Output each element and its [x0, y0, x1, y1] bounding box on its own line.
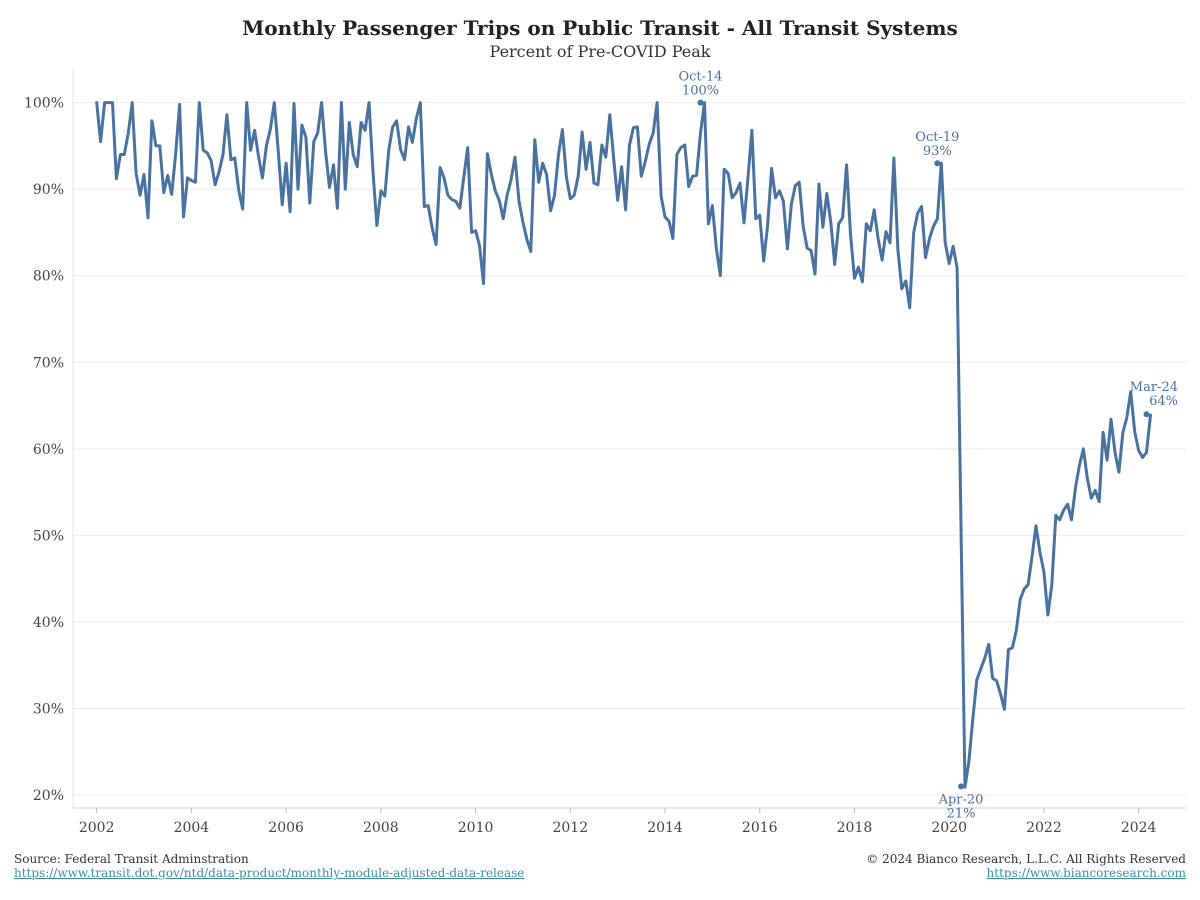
- annotation-value-label: 21%: [947, 806, 976, 821]
- y-tick-label: 70%: [33, 355, 64, 371]
- annotation-value-label: 93%: [923, 144, 952, 159]
- annotation-value-label: 100%: [682, 84, 719, 99]
- x-tick-label: 2008: [363, 820, 399, 836]
- x-tick-label: 2014: [647, 820, 683, 836]
- y-axis-ticks: 20% 30% 40% 50% 60% 70% 80% 90% 100%: [24, 96, 64, 804]
- series-layer: [95, 101, 1152, 789]
- x-tick-label: 2002: [79, 820, 115, 836]
- series-line: [95, 101, 1152, 789]
- x-tick-label: 2010: [458, 820, 494, 836]
- x-tick-label: 2024: [1121, 820, 1157, 836]
- x-tick-label: 2018: [837, 820, 873, 836]
- x-tick-label: 2020: [931, 820, 967, 836]
- annotation-point: [958, 783, 965, 790]
- x-tick-label: 2006: [268, 820, 304, 836]
- y-tick-label: 50%: [33, 528, 64, 544]
- x-tick-label: 2016: [742, 820, 778, 836]
- y-tick-label: 30%: [33, 701, 64, 717]
- annotation-point: [697, 99, 704, 106]
- annotation-value-label: 64%: [1149, 394, 1178, 409]
- copyright-text: © 2024 Bianco Research, L.L.C. All Right…: [866, 852, 1186, 866]
- site-link[interactable]: https://www.biancoresearch.com: [986, 866, 1186, 880]
- y-tick-label: 60%: [33, 442, 64, 458]
- source-link[interactable]: https://www.transit.dot.gov/ntd/data-pro…: [14, 866, 525, 880]
- x-axis-ticks: 2002 2004 2006 2008 2010 2012 2014 2016 2018 2020…: [79, 808, 1157, 836]
- y-tick-label: 90%: [33, 182, 64, 198]
- x-tick-label: 2012: [552, 820, 588, 836]
- annotation-point: [934, 160, 941, 167]
- x-tick-label: 2004: [174, 820, 210, 836]
- y-tick-label: 100%: [24, 96, 64, 112]
- source-text: Source: Federal Transit Adminstration: [14, 852, 249, 866]
- y-tick-label: 80%: [33, 269, 64, 285]
- axes: [72, 68, 1186, 809]
- y-tick-label: 40%: [33, 615, 64, 631]
- gridlines: [73, 102, 1186, 796]
- annotation-date-label: Oct-19: [915, 130, 959, 145]
- y-tick-label: 20%: [33, 788, 64, 804]
- footer-copyright: © 2024 Bianco Research, L.L.C. All Right…: [866, 852, 1186, 880]
- annotation-date-label: Apr-20: [938, 792, 984, 807]
- chart-title: Monthly Passenger Trips on Public Transi…: [242, 16, 958, 40]
- x-tick-label: 2022: [1026, 820, 1062, 836]
- annotation-date-label: Oct-14: [678, 70, 722, 85]
- chart-subtitle: Percent of Pre-COVID Peak: [489, 42, 711, 61]
- annotation-date-label: Mar-24: [1130, 380, 1178, 395]
- annotation-point: [1143, 411, 1150, 418]
- footer-source: Source: Federal Transit Adminstration ht…: [14, 852, 524, 880]
